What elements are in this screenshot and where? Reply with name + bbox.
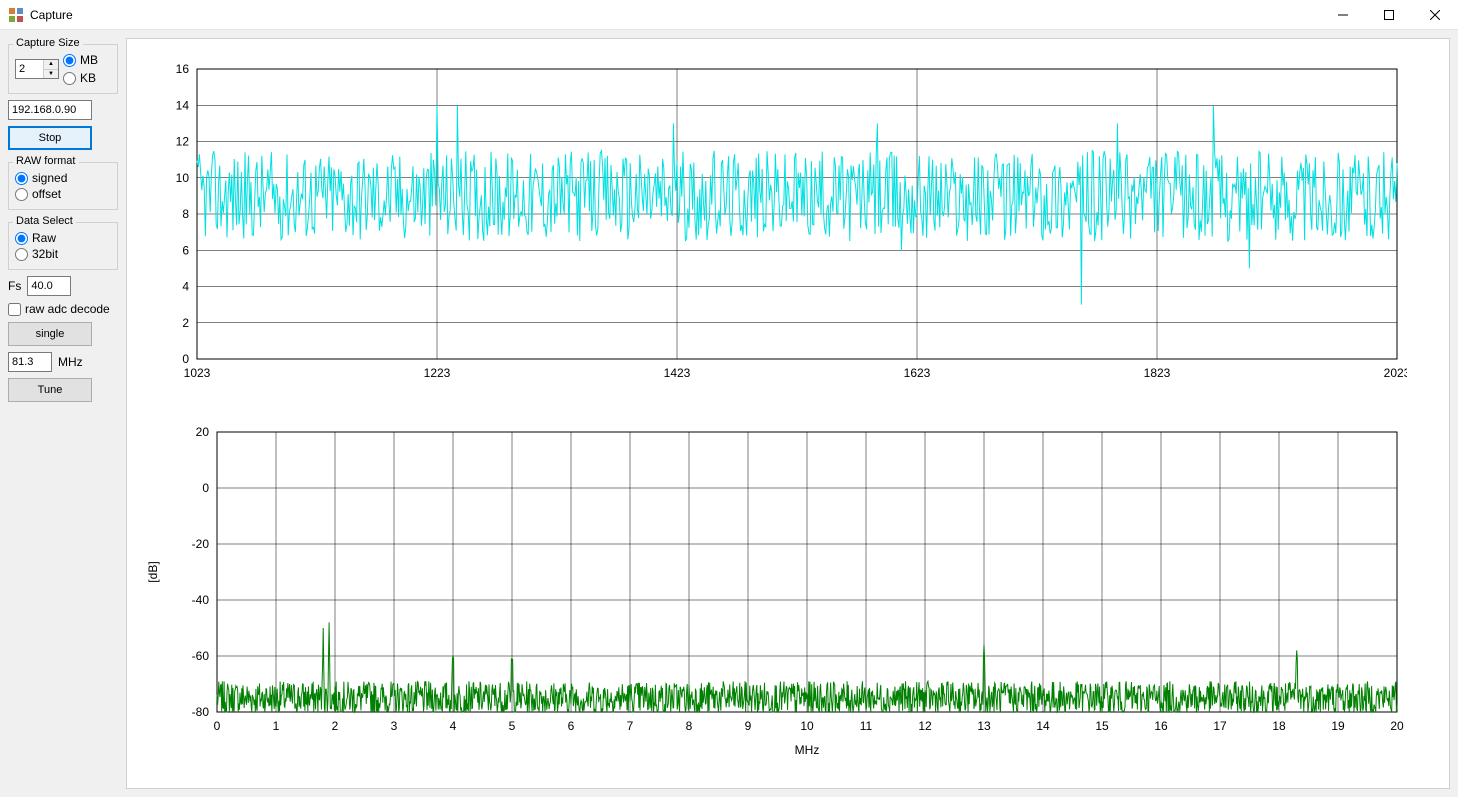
svg-text:1823: 1823	[1144, 366, 1171, 380]
capture-size-group: Capture Size 2 ▲ ▼ MB KB	[8, 44, 118, 94]
svg-text:6: 6	[568, 719, 575, 733]
capture-size-value[interactable]: 2	[16, 60, 43, 78]
svg-text:2: 2	[332, 719, 339, 733]
svg-text:MHz: MHz	[795, 743, 820, 757]
offset-radio[interactable]: offset	[15, 187, 111, 201]
svg-text:-40: -40	[192, 593, 210, 607]
window-title: Capture	[30, 8, 1320, 22]
svg-text:1223: 1223	[424, 366, 451, 380]
svg-text:12: 12	[918, 719, 932, 733]
svg-text:10: 10	[800, 719, 814, 733]
tune-button[interactable]: Tune	[8, 378, 92, 402]
sidebar: Capture Size 2 ▲ ▼ MB KB Stop RAW format	[8, 38, 118, 789]
svg-text:2023: 2023	[1384, 366, 1407, 380]
svg-text:-60: -60	[192, 649, 210, 663]
svg-text:5: 5	[509, 719, 516, 733]
svg-text:14: 14	[176, 98, 190, 112]
svg-text:6: 6	[182, 243, 189, 257]
svg-text:18: 18	[1272, 719, 1286, 733]
fs-label: Fs	[8, 279, 21, 293]
svg-text:16: 16	[176, 62, 190, 76]
svg-text:[dB]: [dB]	[146, 561, 160, 582]
stop-button[interactable]: Stop	[8, 126, 92, 150]
fs-row: Fs	[8, 276, 118, 296]
svg-text:11: 11	[860, 719, 873, 733]
svg-text:19: 19	[1331, 719, 1345, 733]
raw-format-legend: RAW format	[13, 155, 79, 167]
ip-input[interactable]	[8, 100, 92, 120]
maximize-button[interactable]	[1366, 0, 1412, 30]
signed-radio[interactable]: signed	[15, 171, 111, 185]
svg-text:1623: 1623	[904, 366, 931, 380]
single-button[interactable]: single	[8, 322, 92, 346]
app-icon	[8, 7, 24, 23]
svg-text:8: 8	[686, 719, 693, 733]
raw-format-group: RAW format signed offset	[8, 162, 118, 210]
svg-text:7: 7	[627, 719, 634, 733]
svg-text:15: 15	[1095, 719, 1109, 733]
svg-text:10: 10	[176, 171, 190, 185]
svg-text:2: 2	[182, 316, 189, 330]
svg-text:0: 0	[202, 481, 209, 495]
svg-text:20: 20	[1390, 719, 1404, 733]
spectrum-chart: -80-60-40-200200123456789101112131415161…	[137, 422, 1419, 765]
data-select-group: Data Select Raw 32bit	[8, 222, 118, 270]
data-select-legend: Data Select	[13, 215, 76, 227]
capture-size-input[interactable]: 2 ▲ ▼	[15, 59, 59, 79]
svg-text:13: 13	[977, 719, 991, 733]
svg-text:14: 14	[1036, 719, 1050, 733]
freq-row: MHz	[8, 352, 118, 372]
raw-adc-decode-checkbox[interactable]: raw adc decode	[8, 302, 118, 316]
kb-radio[interactable]: KB	[63, 71, 98, 85]
svg-text:4: 4	[182, 280, 189, 294]
close-button[interactable]	[1412, 0, 1458, 30]
raw-radio[interactable]: Raw	[15, 231, 111, 245]
svg-text:-20: -20	[192, 537, 210, 551]
svg-text:12: 12	[176, 135, 190, 149]
fs-input[interactable]	[27, 276, 71, 296]
freq-unit-label: MHz	[58, 355, 83, 369]
svg-text:4: 4	[450, 719, 457, 733]
spin-down-button[interactable]: ▼	[44, 70, 58, 79]
svg-text:1423: 1423	[664, 366, 691, 380]
svg-text:17: 17	[1213, 719, 1227, 733]
bit32-radio[interactable]: 32bit	[15, 247, 111, 261]
svg-text:0: 0	[214, 719, 221, 733]
minimize-button[interactable]	[1320, 0, 1366, 30]
titlebar: Capture	[0, 0, 1458, 30]
freq-input[interactable]	[8, 352, 52, 372]
chart-area: 0246810121416102312231423162318232023 -8…	[126, 38, 1450, 789]
svg-text:1023: 1023	[184, 366, 211, 380]
time-chart: 0 2 4 6 8 10 12 14 16 1023 1223 1423 1623 1823 2023	[137, 59, 1419, 392]
svg-text:16: 16	[1154, 719, 1168, 733]
svg-text:3: 3	[391, 719, 398, 733]
client-area: Capture Size 2 ▲ ▼ MB KB Stop RAW format	[0, 30, 1458, 797]
svg-text:20: 20	[196, 425, 210, 439]
svg-text:-80: -80	[192, 705, 210, 719]
capture-size-legend: Capture Size	[13, 37, 83, 49]
spin-up-button[interactable]: ▲	[44, 60, 58, 70]
svg-text:8: 8	[182, 207, 189, 221]
svg-text:0: 0	[182, 352, 189, 366]
svg-text:1: 1	[273, 719, 280, 733]
mb-radio[interactable]: MB	[63, 53, 98, 67]
svg-text:9: 9	[745, 719, 752, 733]
